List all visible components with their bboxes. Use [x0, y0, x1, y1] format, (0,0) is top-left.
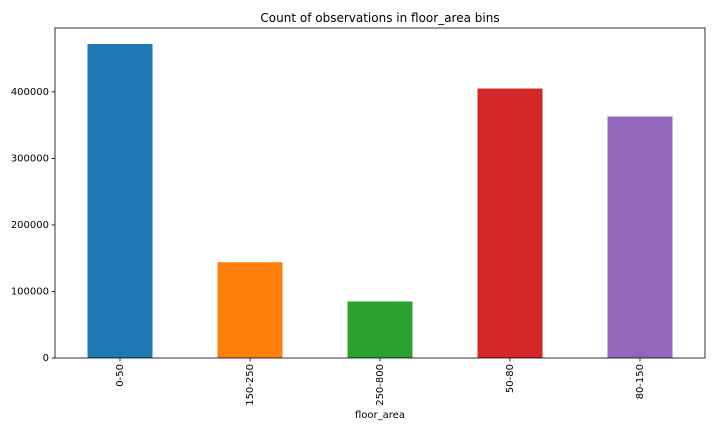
x-tick-label-50-80: 50-80 — [505, 364, 516, 393]
x-axis-label: floor_area — [355, 410, 405, 421]
y-tick-label-300000: 300000 — [11, 153, 49, 164]
y-tick-label-200000: 200000 — [11, 220, 49, 231]
chart-title: Count of observations in floor_area bins — [260, 11, 499, 25]
x-tick-label-250-800: 250-800 — [375, 364, 386, 406]
x-tick-label-80-150: 80-150 — [635, 364, 646, 399]
bar-50-80 — [477, 88, 543, 358]
bar-0-50 — [87, 43, 153, 358]
y-tick-label-0: 0 — [43, 353, 49, 364]
x-tick-label-150-250: 150-250 — [245, 364, 256, 406]
y-tick-label-400000: 400000 — [11, 87, 49, 98]
x-tick-label-0-50: 0-50 — [115, 364, 126, 387]
plot-frame — [54, 27, 706, 359]
bars-group — [87, 43, 673, 358]
bar-80-150 — [607, 116, 673, 358]
y-axis: 0 100000 200000 300000 400000 — [11, 87, 55, 364]
bar-250-800 — [347, 301, 413, 358]
y-tick-label-100000: 100000 — [11, 286, 49, 297]
x-axis: 0-50 150-250 250-800 50-80 80-150 — [115, 358, 646, 406]
bar-150-250 — [217, 262, 283, 358]
